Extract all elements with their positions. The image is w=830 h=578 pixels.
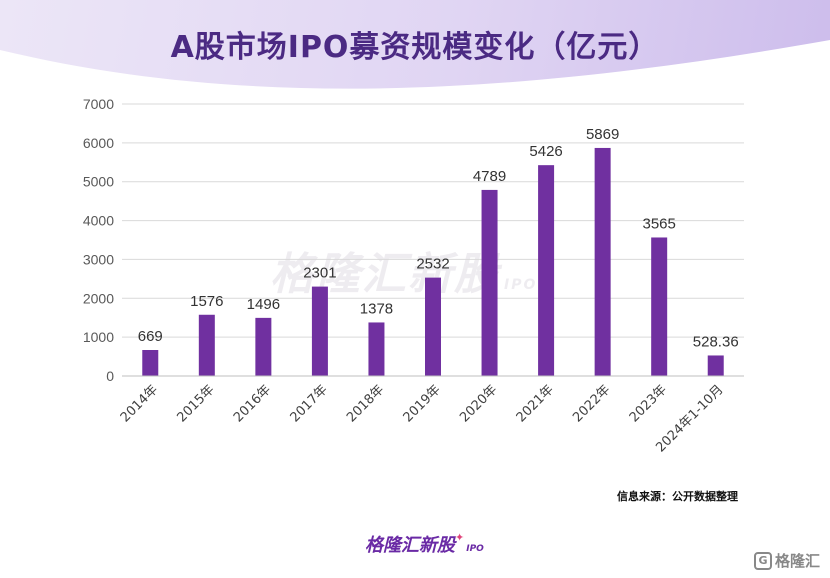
x-tick-label: 2023年 xyxy=(627,382,670,425)
data-label: 5869 xyxy=(586,126,619,143)
bar xyxy=(198,314,215,376)
brand-logo: 格隆汇新股✦IPO xyxy=(365,531,484,557)
data-label: 1378 xyxy=(360,300,393,317)
data-label: 4789 xyxy=(473,168,506,185)
g-logo-icon: G xyxy=(753,551,772,570)
bar xyxy=(707,355,724,376)
x-tick-label: 2020年 xyxy=(457,382,500,425)
star-icon: ✦ xyxy=(455,531,465,544)
x-tick-label: 2021年 xyxy=(514,382,557,425)
data-label: 2301 xyxy=(303,265,336,282)
source-note: 信息来源：公开数据整理 xyxy=(617,490,738,503)
corner-logo: G 格隆汇 xyxy=(753,550,820,571)
y-tick-label: 7000 xyxy=(83,96,114,112)
corner-logo-text: 格隆汇 xyxy=(774,552,820,570)
header-wave xyxy=(0,40,830,110)
data-label: 528.36 xyxy=(693,333,739,350)
x-tick-label: 2018年 xyxy=(344,382,387,425)
watermark-sub: IPO xyxy=(504,277,538,293)
x-tick-label: 2016年 xyxy=(231,382,274,425)
data-label: 3565 xyxy=(642,215,675,232)
brand-sub: IPO xyxy=(466,544,484,554)
data-label: 2532 xyxy=(416,256,449,273)
data-label: 1576 xyxy=(190,293,223,310)
y-tick-label: 3000 xyxy=(83,251,114,267)
y-tick-label: 5000 xyxy=(83,174,114,190)
bar xyxy=(142,350,159,376)
bar xyxy=(368,322,385,376)
bar xyxy=(538,165,555,376)
data-label: 5426 xyxy=(529,143,562,160)
bar xyxy=(481,189,498,376)
bar xyxy=(425,277,441,376)
x-tick-label: 2019年 xyxy=(401,382,444,425)
bar xyxy=(311,286,328,376)
y-tick-label: 2000 xyxy=(83,290,114,306)
y-tick-label: 0 xyxy=(106,368,114,384)
x-tick-label: 2022年 xyxy=(570,382,613,425)
x-tick-label: 2015年 xyxy=(174,382,217,425)
x-tick-label: 2017年 xyxy=(288,382,331,425)
y-tick-label: 4000 xyxy=(83,213,114,229)
y-tick-label: 1000 xyxy=(83,329,114,345)
bar-chart: 0 1000 2000 3000 4000 5000 6000 7000 669 2014年 157… xyxy=(83,96,744,455)
watermark-text: 格隆汇新股 xyxy=(270,249,500,300)
brand-text: 格隆汇新股 xyxy=(365,535,455,556)
bar xyxy=(255,317,272,376)
data-label: 669 xyxy=(138,328,163,345)
y-tick-label: 6000 xyxy=(83,135,114,151)
bar xyxy=(594,147,611,376)
x-tick-label: 2014年 xyxy=(118,382,161,425)
data-label: 1496 xyxy=(247,296,280,313)
chart-title: A股市场IPO募资规模变化（亿元） xyxy=(170,30,660,65)
bar xyxy=(651,237,668,376)
watermark: 格隆汇新股 IPO xyxy=(270,238,537,302)
